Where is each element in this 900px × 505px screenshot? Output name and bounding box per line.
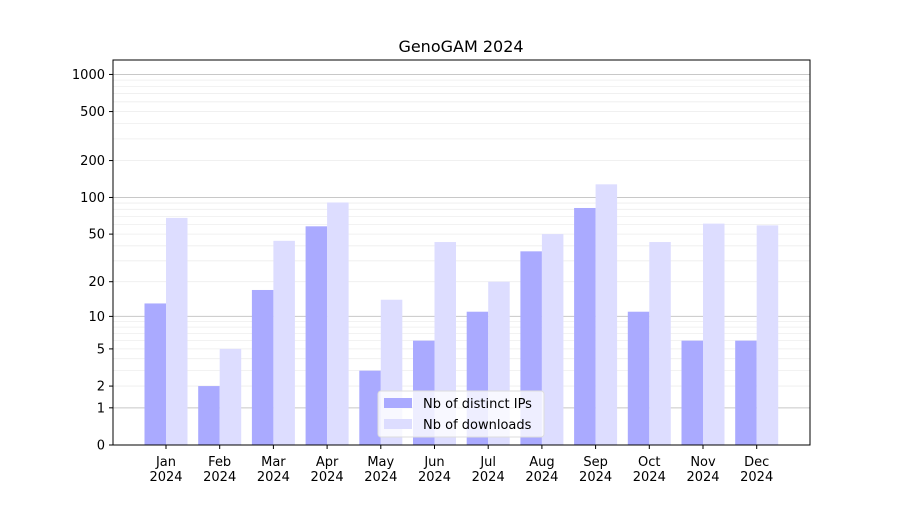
bar-distinct-ips: [198, 386, 220, 445]
bar-distinct-ips: [681, 340, 703, 445]
bar-distinct-ips: [144, 303, 166, 445]
y-tick-label: 500: [80, 105, 105, 120]
x-tick-label: Jan 2024: [149, 455, 182, 485]
bar-distinct-ips: [627, 311, 650, 445]
x-tick-label: Jun 2024: [418, 455, 451, 485]
x-tick-label: Mar 2024: [257, 455, 290, 485]
bar-distinct-ips: [251, 289, 274, 445]
x-tick-label: Apr 2024: [311, 455, 344, 485]
legend-swatch: [384, 398, 412, 408]
legend-label: Nb of distinct IPs: [423, 397, 532, 412]
bar-downloads: [541, 234, 564, 445]
y-axis: 0 1 2 5 10 20 50 100 200 500 1000: [72, 68, 113, 454]
legend-swatch: [384, 419, 412, 429]
y-tick-label: 20: [88, 275, 105, 290]
y-tick-label: 50: [88, 228, 105, 243]
x-tick-label-line: Jan: [155, 455, 176, 470]
x-tick-label-line: Mar: [261, 455, 286, 470]
plot-frame: [112, 59, 811, 446]
x-tick-label-line: 2024: [203, 470, 236, 485]
y-tick-label: 200: [80, 154, 105, 169]
x-tick-label-line: 2024: [149, 470, 182, 485]
bar-distinct-ips: [359, 370, 381, 445]
y-tick-label: 5: [97, 342, 105, 357]
bars: [144, 184, 779, 445]
bar-downloads: [703, 223, 725, 445]
bar-downloads: [327, 202, 349, 445]
bar-downloads: [219, 348, 242, 445]
x-tick-label-line: May: [367, 455, 394, 470]
x-tick-label-line: Nov: [690, 455, 716, 470]
x-tick-label-line: 2024: [633, 470, 666, 485]
bar-distinct-ips: [735, 340, 757, 445]
x-tick-label-line: Oct: [638, 455, 660, 470]
chart-title: GenoGAM 2024: [398, 37, 523, 56]
bar-downloads: [273, 240, 295, 445]
x-tick-label-line: 2024: [686, 470, 719, 485]
bar-downloads: [595, 184, 618, 445]
x-tick-label-line: Dec: [744, 455, 769, 470]
x-tick-label: Sep 2024: [579, 455, 612, 485]
y-tick-label: 1: [97, 401, 105, 416]
y-tick-label: 100: [80, 191, 105, 206]
x-tick-label-line: 2024: [740, 470, 773, 485]
y-tick-label: 1000: [72, 68, 105, 83]
bar-distinct-ips: [305, 226, 328, 445]
x-tick-label-line: 2024: [579, 470, 612, 485]
bar-downloads: [756, 225, 779, 445]
x-tick-label-line: 2024: [525, 470, 558, 485]
x-tick-label-line: 2024: [257, 470, 290, 485]
x-tick-label-line: 2024: [311, 470, 344, 485]
y-tick-label: 0: [97, 439, 105, 454]
x-tick-label-line: Sep: [583, 455, 608, 470]
grid: [113, 73, 810, 409]
y-tick-label: 2: [97, 380, 105, 395]
legend: Nb of distinct IPs Nb of downloads: [377, 390, 545, 438]
bar-distinct-ips: [574, 207, 596, 445]
x-tick-label-line: Feb: [208, 455, 231, 470]
x-tick-label: Oct 2024: [633, 455, 666, 485]
legend-box: [377, 390, 545, 438]
x-tick-label: Nov 2024: [686, 455, 719, 485]
x-tick-label-line: Apr: [316, 455, 339, 470]
x-tick-label-line: 2024: [472, 470, 505, 485]
x-tick-label: Feb 2024: [203, 455, 236, 485]
x-tick-label: Dec 2024: [740, 455, 773, 485]
x-tick-label-line: 2024: [418, 470, 451, 485]
y-tick-label: 10: [88, 310, 105, 325]
x-tick-label-line: Jun: [423, 455, 444, 470]
x-tick-label-line: 2024: [364, 470, 397, 485]
x-tick-label-line: Jul: [479, 455, 496, 470]
bar-downloads: [649, 242, 671, 445]
x-tick-label: May 2024: [364, 455, 397, 485]
x-tick-label-line: Aug: [529, 455, 554, 470]
x-tick-label: Jul 2024: [472, 455, 505, 485]
legend-label: Nb of downloads: [423, 418, 532, 433]
bar-downloads: [166, 217, 188, 445]
x-tick-label: Aug 2024: [525, 455, 558, 485]
